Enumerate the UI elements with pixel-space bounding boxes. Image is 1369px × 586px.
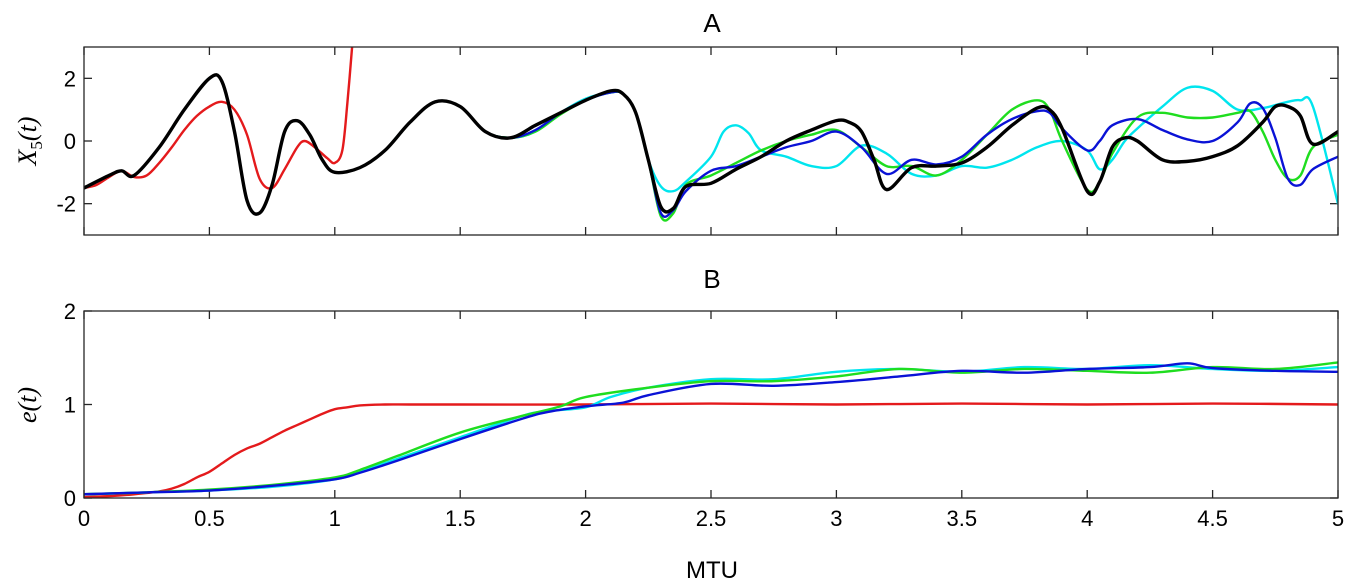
- panel-a-lines: [84, 47, 1338, 222]
- panel-b-frame: [83, 310, 1339, 499]
- panel-a-ytick-label: 0: [64, 129, 76, 154]
- panel-b-ticks: 0 0.5 1 1.5 2 2.5 3 3.5 4 4.5 5 0 1 2: [64, 299, 1344, 531]
- panel-b-lines: [84, 361, 1338, 498]
- panel-a-series-line-3: [84, 73, 1338, 218]
- panel-b-xtick-label: 1: [329, 506, 341, 531]
- panel-a-ticks: -2 0 2: [56, 47, 1339, 235]
- panel-a-ylabel: X5(t): [13, 117, 46, 167]
- panel-a-ylabel-arg: (t): [13, 117, 42, 142]
- panel-b-xtick-label: 4: [1081, 506, 1093, 531]
- panel-b-xlabel: MTU: [686, 557, 738, 584]
- panel-b-series-line-2: [84, 361, 1338, 496]
- panel-b-series-line-3: [84, 362, 1338, 496]
- panel-b-xtick-label: 4.5: [1197, 506, 1228, 531]
- panel-b-xtick-label: 3.5: [947, 506, 978, 531]
- panel-b-title: B: [703, 264, 720, 294]
- panel-a-series-line-2: [84, 73, 1338, 222]
- panel-b-xtick-label: 2: [579, 506, 591, 531]
- panel-b-xtick-label: 3: [830, 506, 842, 531]
- panel-a-ylabel-sub: 5: [27, 141, 46, 150]
- panel-a-title: A: [703, 8, 721, 38]
- panel-b-series-line-0: [84, 402, 1338, 498]
- panel-b-ytick-label: 0: [64, 486, 76, 511]
- panel-b-ytick-label: 2: [64, 299, 76, 324]
- panel-a-ytick-label: 2: [64, 66, 76, 91]
- panel-b-ylabel-arg: (t): [13, 387, 42, 412]
- panel-b-xtick-label: 2.5: [696, 506, 727, 531]
- panel-b-xtick-label: 1.5: [445, 506, 476, 531]
- panel-b-xtick-label: 0.5: [194, 506, 225, 531]
- panel-b-ylabel: e(t): [13, 387, 42, 423]
- panel-b-xtick-label: 5: [1332, 506, 1344, 531]
- panel-a-ylabel-main: X: [13, 148, 42, 166]
- panel-a-frame: [83, 46, 1339, 236]
- panel-a: A X5(t) -2 0 2: [13, 8, 1339, 236]
- panel-a-series-line-0: [84, 47, 354, 190]
- panel-b-ytick-label: 1: [64, 393, 76, 418]
- panel-b-xtick-label: 0: [78, 506, 90, 531]
- panel-a-ytick-label: -2: [56, 192, 76, 217]
- panel-b: B e(t) 0 0.5 1 1.5 2 2.5 3 3.5 4 4.5 5 0 1 2 MTU: [13, 264, 1344, 584]
- panel-a-series-line-4: [84, 73, 1338, 216]
- panel-b-ylabel-main: e: [13, 412, 42, 424]
- panel-a-series-line-1: [84, 73, 1338, 216]
